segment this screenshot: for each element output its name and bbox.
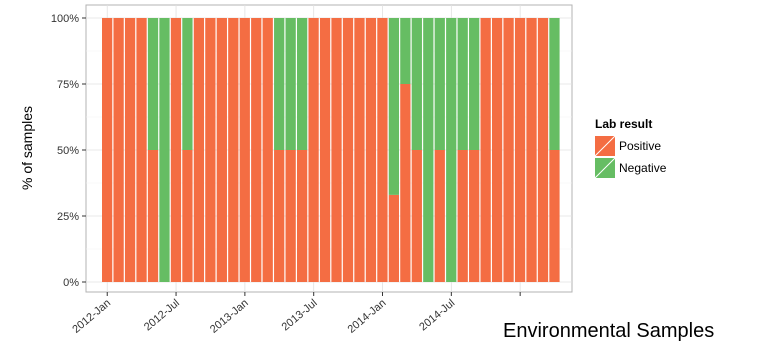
bar-positive <box>354 18 365 282</box>
legend-label-positive: Positive <box>619 139 662 153</box>
y-tick-label: 100% <box>51 13 79 25</box>
bar-negative <box>182 18 193 150</box>
y-tick-label: 75% <box>57 79 79 91</box>
legend-item-positive: Positive <box>595 135 666 157</box>
bar-positive <box>491 18 503 282</box>
bar-negative <box>285 18 296 150</box>
bar-positive <box>526 18 537 282</box>
bar-positive <box>239 18 250 282</box>
bar-positive <box>549 150 560 282</box>
bar-positive <box>537 18 549 282</box>
bar-positive <box>457 150 468 282</box>
bar-positive <box>262 18 273 282</box>
y-tick-label: 0% <box>63 277 79 289</box>
bar-positive <box>205 18 216 282</box>
bar-negative <box>274 18 285 150</box>
bar-positive <box>503 18 514 282</box>
bar-negative <box>457 18 468 150</box>
legend-title: Lab result <box>595 117 653 131</box>
bar-positive <box>319 18 331 282</box>
legend: Lab result Positive Negative <box>595 117 666 179</box>
bar-positive <box>514 18 526 282</box>
x-tick-label: 2013-Jan <box>208 297 251 336</box>
bar-negative <box>469 18 480 150</box>
bar-positive <box>480 18 491 282</box>
bar-positive <box>388 194 400 282</box>
bar-negative <box>400 18 411 84</box>
x-tick-label: 2012-Jul <box>142 297 182 333</box>
x-tick-label: 2014-Jul <box>417 297 457 333</box>
bar-positive <box>193 18 205 282</box>
bar-negative <box>147 18 159 150</box>
legend-key-positive <box>595 136 615 156</box>
bar-positive <box>285 150 296 282</box>
bar-positive <box>469 150 480 282</box>
bar-positive <box>182 150 193 282</box>
bar-negative <box>446 18 457 282</box>
legend-key-negative <box>595 158 615 178</box>
bar-positive <box>296 150 308 282</box>
legend-label-negative: Negative <box>619 161 667 175</box>
bar-positive <box>102 18 113 282</box>
bar-negative <box>434 18 445 150</box>
x-tick-label: 2013-Jul <box>280 297 320 333</box>
bar-positive <box>331 18 342 282</box>
legend-item-negative: Negative <box>595 157 666 179</box>
x-tick-label: 2012-Jan <box>70 297 113 336</box>
bar-negative <box>388 18 400 195</box>
bar-positive <box>113 18 124 282</box>
bar-positive <box>170 18 182 282</box>
bar-negative <box>423 18 434 282</box>
y-axis-label: % of samples <box>19 106 35 190</box>
bar-positive <box>400 84 411 282</box>
bar-negative <box>549 18 560 150</box>
bar-positive <box>365 18 377 282</box>
bar-positive <box>342 18 354 282</box>
bar-positive <box>251 18 262 282</box>
bars-layer <box>102 18 560 282</box>
bar-negative <box>159 18 170 282</box>
bar-positive <box>274 150 285 282</box>
x-tick-label: 2014-Jan <box>346 297 389 336</box>
bar-positive <box>228 18 239 282</box>
y-tick-label: 50% <box>57 145 79 157</box>
y-tick-label: 25% <box>57 211 79 223</box>
bar-positive <box>147 150 159 282</box>
caption: Environmental Samples <box>503 320 715 342</box>
bar-positive <box>434 150 445 282</box>
bar-positive <box>411 150 422 282</box>
bar-negative <box>411 18 422 150</box>
bar-positive <box>308 18 319 282</box>
bar-positive <box>377 18 388 282</box>
bar-negative <box>296 18 308 150</box>
bar-positive <box>216 18 227 282</box>
bar-positive <box>124 18 136 282</box>
bar-positive <box>136 18 147 282</box>
